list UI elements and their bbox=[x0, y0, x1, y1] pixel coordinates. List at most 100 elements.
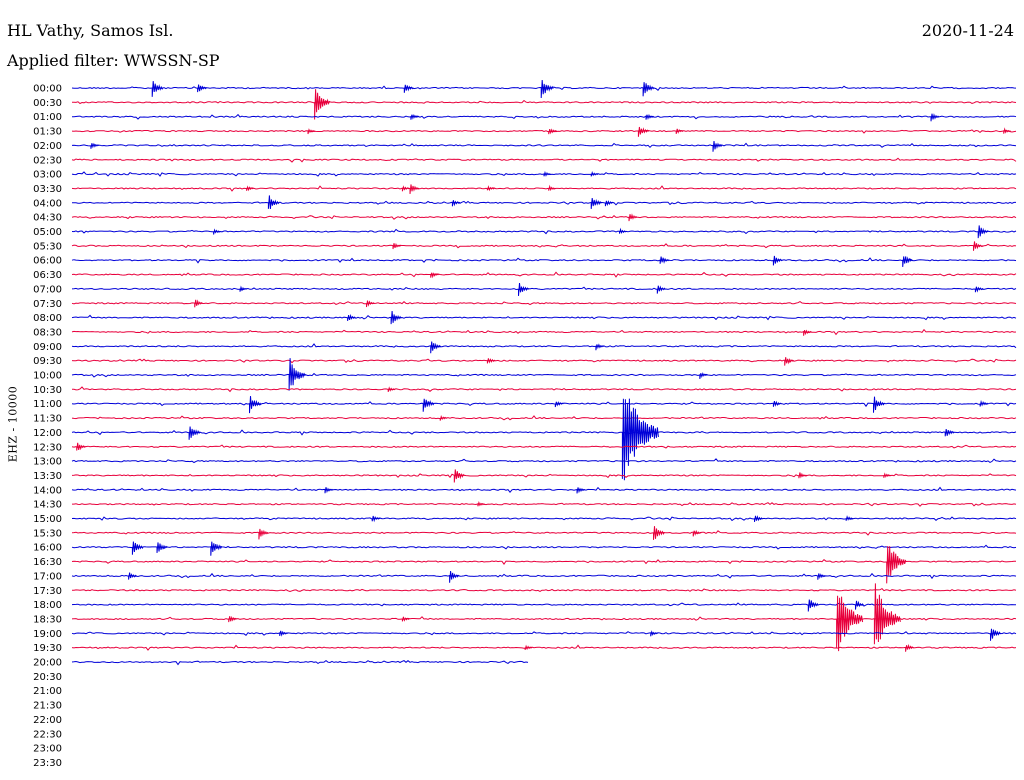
trace-row-1000 bbox=[71, 372, 1017, 378]
seismic-event bbox=[905, 643, 914, 652]
seismic-event bbox=[486, 185, 495, 192]
seismic-event bbox=[656, 285, 666, 294]
time-tick-label: 20:00 bbox=[33, 658, 62, 669]
time-tick-label: 17:30 bbox=[33, 586, 62, 597]
seismic-event bbox=[548, 128, 557, 135]
time-tick-label: 08:30 bbox=[33, 327, 62, 338]
seismic-event bbox=[524, 644, 533, 651]
time-tick-label: 08:00 bbox=[33, 313, 62, 324]
time-tick-label: 04:30 bbox=[33, 213, 62, 224]
filter-label: Applied filter: WWSSN-SP bbox=[7, 51, 220, 70]
seismic-event bbox=[772, 255, 783, 266]
seismic-event bbox=[883, 472, 892, 478]
time-tick-label: 01:00 bbox=[33, 112, 62, 123]
seismic-event bbox=[347, 313, 356, 321]
trace-row-0830 bbox=[71, 328, 1017, 336]
seismic-event bbox=[314, 89, 331, 120]
time-tick-label: 09:00 bbox=[33, 342, 62, 353]
trace-row-0330 bbox=[71, 185, 1017, 192]
trace-row-0400 bbox=[72, 200, 1016, 206]
time-tick-label: 10:00 bbox=[33, 371, 62, 382]
seismic-event bbox=[902, 256, 914, 267]
trace-row-0900 bbox=[71, 343, 1017, 349]
time-tick-label: 15:00 bbox=[33, 514, 62, 525]
seismic-event bbox=[518, 283, 529, 296]
trace-row-1200 bbox=[71, 429, 1017, 436]
seismic-event bbox=[288, 358, 306, 391]
seismic-event bbox=[366, 300, 375, 308]
time-tick-label: 11:00 bbox=[33, 399, 62, 410]
seismic-event bbox=[228, 615, 238, 623]
seismic-event bbox=[390, 310, 402, 325]
seismic-event bbox=[548, 184, 556, 192]
time-tick-label: 19:00 bbox=[33, 629, 62, 640]
time-tick-label: 20:30 bbox=[33, 672, 62, 683]
trace-row-1430 bbox=[72, 502, 1017, 507]
seismic-event bbox=[807, 599, 819, 612]
seismic-event bbox=[653, 526, 665, 540]
seismic-event bbox=[772, 400, 782, 407]
trace-row-1030 bbox=[72, 386, 1017, 393]
time-tick-label: 06:30 bbox=[33, 270, 62, 281]
seismic-event bbox=[873, 583, 901, 645]
trace-row-0630 bbox=[71, 271, 1017, 278]
seismic-event bbox=[675, 128, 684, 134]
trace-row-0530 bbox=[71, 243, 1017, 249]
seismic-event bbox=[194, 299, 204, 308]
trace-row-0500 bbox=[71, 228, 1017, 235]
trace-row-0230 bbox=[71, 157, 1017, 163]
seismic-event bbox=[979, 399, 989, 407]
seismic-event bbox=[439, 415, 448, 421]
trace-row-1930 bbox=[71, 644, 1017, 651]
time-tick-label: 23:30 bbox=[33, 758, 62, 769]
time-tick-label: 03:30 bbox=[33, 184, 62, 195]
time-tick-label: 13:00 bbox=[33, 457, 62, 468]
seismic-event bbox=[595, 343, 605, 351]
seismic-event bbox=[1003, 127, 1011, 134]
trace-row-1400 bbox=[71, 486, 1017, 493]
seismic-event bbox=[784, 357, 795, 366]
seismic-event bbox=[210, 541, 223, 556]
time-tick-label: 04:00 bbox=[33, 198, 62, 209]
seismic-event bbox=[307, 128, 316, 135]
seismic-event bbox=[990, 628, 1001, 641]
seismic-event bbox=[249, 396, 261, 414]
trace-row-0130 bbox=[71, 129, 1017, 134]
seismic-event bbox=[604, 200, 614, 207]
trace-row-2000 bbox=[71, 659, 529, 666]
time-tick-label: 13:30 bbox=[33, 471, 62, 482]
seismic-event bbox=[267, 195, 280, 210]
seismic-event bbox=[403, 84, 414, 93]
seismic-event bbox=[279, 630, 288, 637]
seismic-event bbox=[246, 185, 254, 192]
seismic-event bbox=[650, 630, 658, 637]
seismic-event bbox=[855, 600, 864, 610]
seismic-event bbox=[392, 242, 402, 250]
trace-row-1600 bbox=[71, 544, 1017, 550]
seismic-event bbox=[387, 386, 396, 393]
seismic-event bbox=[803, 329, 812, 336]
seismic-event bbox=[977, 225, 989, 239]
trace-row-1100 bbox=[71, 401, 1017, 408]
seismic-event bbox=[886, 546, 907, 584]
trace-row-1230 bbox=[71, 444, 1017, 449]
trace-row-0800 bbox=[71, 314, 1017, 321]
time-tick-label: 00:00 bbox=[33, 84, 62, 95]
seismic-event bbox=[239, 285, 248, 292]
trace-row-0600 bbox=[71, 257, 1017, 264]
trace-row-0730 bbox=[71, 301, 1017, 306]
seismic-event bbox=[798, 472, 808, 479]
seismic-event bbox=[451, 200, 461, 207]
trace-row-0930 bbox=[71, 358, 1017, 364]
seismic-event bbox=[637, 126, 649, 137]
trace-row-0030 bbox=[71, 99, 1017, 105]
seismic-event bbox=[692, 529, 702, 537]
seismic-event bbox=[449, 570, 460, 583]
seismic-event bbox=[430, 341, 442, 354]
seismic-event bbox=[422, 398, 435, 412]
seismic-event bbox=[628, 213, 638, 222]
trace-row-1700 bbox=[71, 572, 1017, 580]
time-tick-label: 23:00 bbox=[33, 744, 62, 755]
trace-row-1530 bbox=[71, 530, 1017, 536]
seismic-event bbox=[576, 487, 586, 494]
